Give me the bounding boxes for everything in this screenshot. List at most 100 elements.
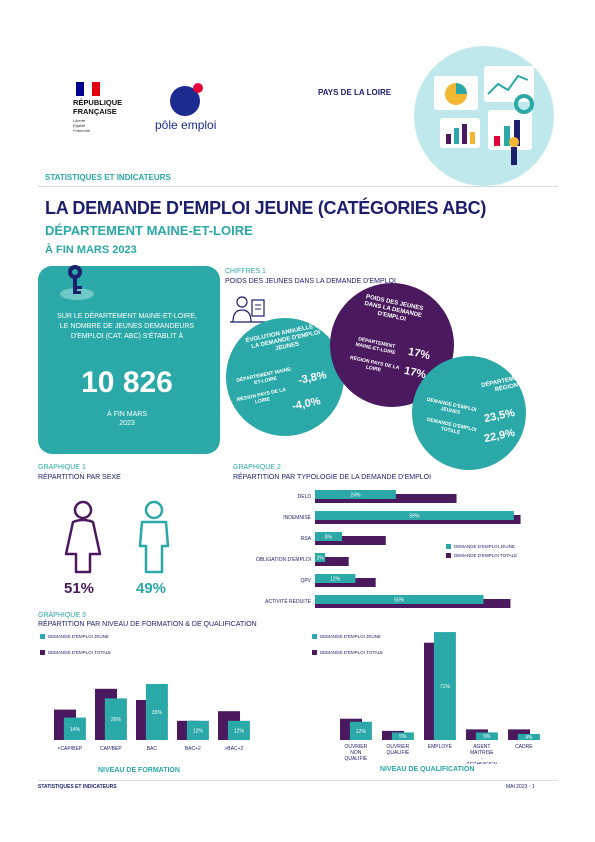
depreg-bubble — [412, 356, 526, 470]
bar-jeune-4 — [227, 720, 250, 740]
category-label: CAP/BEP — [100, 746, 122, 752]
male-percentage: 49% — [136, 580, 167, 597]
graph2-legend-jeune-label: DEMANDE D'EMPLOI JEUNE — [454, 544, 515, 549]
category-label: - — [481, 756, 483, 762]
bar-jeune-1 — [104, 698, 127, 740]
page-number: MAI 2023 - 1 — [506, 784, 535, 790]
graph3b-legend-jeune: DEMANDE D'EMPLOI JEUNE — [312, 634, 381, 639]
bar-jeune-5 — [315, 595, 484, 604]
bar-jeune-3 — [315, 553, 326, 562]
typology-category-label: RSA — [301, 536, 312, 542]
formation-bar-chart: 14% <CAP/BEP 26% CAP/BEP 35% BAC 12% BAC+2 12% >B… — [54, 684, 250, 752]
page-title: LA DEMANDE D'EMPLOI JEUNE (CATÉGORIES AB… — [45, 198, 487, 218]
bar-total-3 — [315, 557, 349, 566]
bar-jeune-data-label: 12% — [356, 729, 367, 735]
typology-category-label: OBLIGATION D'EMPLOI — [256, 557, 311, 563]
bar-total-2 — [315, 536, 386, 545]
typology-category-label: DELD — [298, 494, 312, 500]
male-icon — [136, 500, 172, 574]
bar-jeune-data-label: 5% — [399, 734, 407, 740]
graph3a-legend-totale: DEMANDE D'EMPLOI TOTALE — [40, 650, 111, 655]
key-figure-date: À FIN MARS 2023 — [106, 411, 148, 427]
graph3b-legend-totale: DEMANDE D'EMPLOI TOTALE — [312, 650, 383, 655]
category-label: <CAP/BEP — [58, 746, 83, 752]
bar-jeune-data-label: 8% — [325, 535, 333, 541]
key-icon — [58, 262, 96, 302]
bar-jeune-data-label: 35% — [152, 710, 163, 716]
bar-jeune-data-label: 4% — [525, 735, 533, 741]
qualification-axis-title: NIVEAU DE QUALIFICATION — [380, 766, 475, 773]
bar-jeune-3 — [475, 732, 498, 740]
person-desk-icon — [230, 294, 268, 324]
category-label: OUVRIER — [344, 744, 367, 750]
evolution-bubble — [226, 318, 344, 436]
graph2-legend-totale-label: DEMANDE D'EMPLOI TOTALE — [454, 553, 518, 558]
category-label: AGENT — [473, 744, 490, 750]
category-label: CADRE — [515, 744, 533, 750]
page-date: À FIN MARS 2023 — [45, 244, 137, 256]
republique-francaise-motto: Liberté Égalité Fraternité — [73, 118, 91, 133]
key-figure-value: 10 826 — [81, 366, 173, 399]
female-percentage: 51% — [64, 580, 95, 597]
section-label: STATISTIQUES ET INDICATEURS — [45, 173, 171, 182]
category-label: TECHNICIEN — [467, 762, 498, 764]
graph3a-legend-totale-label: DEMANDE D'EMPLOI TOTALE — [48, 650, 112, 655]
bar-jeune-data-label: 71% — [440, 684, 451, 690]
republique-francaise-logo-text: RÉPUBLIQUE FRANÇAISE — [73, 98, 123, 116]
graph2-label: GRAPHIQUE 2 — [233, 464, 281, 471]
graph3-title: RÉPARTITION PAR NIVEAU DE FORMATION & DE… — [38, 621, 257, 628]
pole-emploi-logo-icon — [170, 83, 203, 116]
category-label: NON — [350, 750, 362, 756]
bar-jeune-0 — [349, 721, 372, 740]
category-label: BAC — [147, 746, 158, 752]
category-label: QUALIFIÉ — [344, 755, 367, 762]
graph1-title: RÉPARTITION PAR SEXE — [38, 474, 121, 481]
graph3b-legend-totale-label: DEMANDE D'EMPLOI TOTALE — [320, 650, 384, 655]
category-label: EMPLOYÉ — [428, 743, 453, 750]
graph3a-legend-jeune-label: DEMANDE D'EMPLOI JEUNE — [48, 634, 109, 639]
category-label: QUALIFIÉ — [386, 749, 409, 756]
category-label: MAITRISE — [470, 750, 494, 756]
bar-jeune-1 — [391, 732, 414, 740]
chiffres-label: CHIFFRES 1 — [225, 268, 266, 275]
bar-jeune-4 — [517, 733, 540, 740]
bar-jeune-data-label: 59% — [409, 514, 420, 520]
dashboard-illustration — [414, 46, 554, 186]
bar-jeune-4 — [315, 574, 356, 583]
graph2-legend-jeune: DEMANDE D'EMPLOI JEUNE — [446, 544, 515, 549]
qualification-bar-chart: 12%OUVRIERNONQUALIFIÉ5%OUVRIERQUALIFIÉ71… — [340, 632, 540, 764]
bar-jeune-data-label: 24% — [350, 493, 361, 499]
bar-jeune-1 — [315, 511, 514, 520]
graph3b-legend-jeune-label: DEMANDE D'EMPLOI JEUNE — [320, 634, 381, 639]
bar-jeune-data-label: 5% — [483, 734, 491, 740]
typology-category-label: INDEMNISÉ — [283, 514, 311, 521]
bar-jeune-2 — [315, 532, 342, 541]
graph3-label: GRAPHIQUE 3 — [38, 612, 86, 619]
category-label: OUVRIER — [386, 744, 409, 750]
graph1-label: GRAPHIQUE 1 — [38, 464, 86, 471]
bar-jeune-0 — [315, 490, 396, 499]
footer-divider — [38, 780, 558, 781]
pole-emploi-logo-text: pôle emploi — [155, 118, 217, 132]
female-icon — [62, 500, 104, 574]
bar-jeune-data-label: 12% — [193, 728, 204, 734]
bar-jeune-3 — [186, 720, 209, 740]
bar-jeune-2 — [433, 632, 456, 740]
region-label: PAYS DE LA LOIRE — [318, 88, 392, 97]
formation-axis-title: NIVEAU DE FORMATION — [98, 767, 180, 774]
bar-jeune-data-label: 50% — [394, 598, 405, 604]
bar-jeune-2 — [145, 684, 168, 740]
graph2-legend-totale: DEMANDE D'EMPLOI TOTALE — [446, 553, 517, 558]
bar-jeune-data-label: 14% — [70, 727, 81, 733]
chiffres-title: POIDS DES JEUNES DANS LA DEMANDE D'EMPLO… — [225, 278, 396, 285]
typology-category-label: ACTIVITÉ RÉDUITE — [265, 598, 312, 605]
graph2-title: RÉPARTITION PAR TYPOLOGIE DE LA DEMANDE … — [233, 474, 432, 481]
bar-jeune-data-label: 12% — [234, 728, 245, 734]
category-label: >BAC+2 — [224, 746, 243, 752]
bar-jeune-data-label: 3% — [316, 556, 324, 562]
category-label: BAC+2 — [185, 746, 201, 752]
key-figure-text: Sur le département Maine-et-Loire, le no… — [57, 313, 197, 340]
bar-jeune-data-label: 12% — [330, 577, 341, 583]
footer-label: STATISTIQUES ET INDICATEURS — [38, 784, 117, 790]
typology-bar-chart: DELD 24% INDEMNISÉ 59% RSA 8% OBLIGATION D'EMP… — [256, 490, 521, 608]
